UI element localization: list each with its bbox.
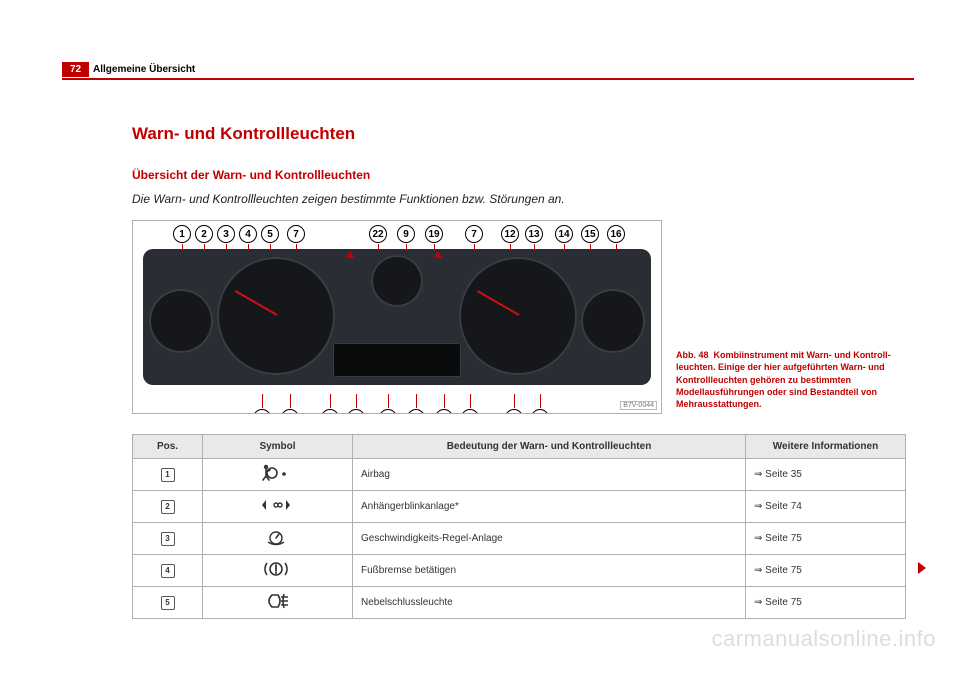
header-rule bbox=[62, 78, 914, 80]
pos-number: 2 bbox=[161, 500, 175, 514]
callout-circle: 8 bbox=[281, 409, 299, 414]
callout-circle: 24 bbox=[321, 409, 339, 414]
callout-circle: 17 bbox=[461, 409, 479, 414]
gauge-small-left bbox=[149, 289, 213, 353]
th-symbol: Symbol bbox=[203, 435, 353, 459]
needle bbox=[477, 290, 520, 316]
cluster-background bbox=[143, 249, 651, 385]
cell-info: ⇒ Seite 75 bbox=[746, 587, 906, 619]
cell-meaning: Airbag bbox=[353, 459, 746, 491]
warning-lights-table: Pos. Symbol Bedeutung der Warn- und Kont… bbox=[132, 434, 906, 619]
callout-circle: 14 bbox=[555, 225, 573, 243]
callout-circle: 10 bbox=[505, 409, 523, 414]
continue-indicator-icon bbox=[918, 562, 926, 574]
lcd-display bbox=[333, 343, 461, 377]
callout-circle: 20 bbox=[407, 409, 425, 414]
watermark: carmanualsonline.info bbox=[711, 626, 936, 652]
figure-code: B7V-0044 bbox=[620, 401, 657, 410]
intro-text: Die Warn- und Kontrollleuchten zeigen be… bbox=[132, 192, 906, 206]
trailer-icon bbox=[262, 496, 294, 514]
airbag-icon bbox=[262, 464, 294, 482]
figure-caption: Abb. 48 Kombiinstrument mit Warn- und Ko… bbox=[676, 349, 906, 414]
cell-symbol bbox=[203, 523, 353, 555]
callout-circle: 7 bbox=[287, 225, 305, 243]
gauge-temp bbox=[371, 255, 423, 307]
callout-circle: 4 bbox=[239, 225, 257, 243]
callout-circle: 6 bbox=[253, 409, 271, 414]
cell-symbol bbox=[203, 459, 353, 491]
gauge-tachometer bbox=[217, 257, 335, 375]
callout-circle: 1 bbox=[173, 225, 191, 243]
callout-circle: 18 bbox=[435, 409, 453, 414]
callout-circle: 22 bbox=[369, 225, 387, 243]
cell-pos: 2 bbox=[133, 491, 203, 523]
needle bbox=[235, 290, 278, 316]
figure-row: 1234572291971213141516 6824 bbox=[132, 220, 906, 414]
table-row: 5 Nebelschlussleuchte⇒ Seite 75 bbox=[133, 587, 906, 619]
cell-meaning: Fußbremse betätigen bbox=[353, 555, 746, 587]
cell-pos: 1 bbox=[133, 459, 203, 491]
page-subtitle: Übersicht der Warn- und Kontrollleuchten bbox=[132, 168, 906, 182]
cell-symbol bbox=[203, 587, 353, 619]
cell-symbol bbox=[203, 491, 353, 523]
callout-circle: 19 bbox=[425, 225, 443, 243]
cell-meaning: Geschwindigkeits-Regel-Anlage bbox=[353, 523, 746, 555]
cell-pos: 5 bbox=[133, 587, 203, 619]
pos-number: 5 bbox=[161, 596, 175, 610]
table-header-row: Pos. Symbol Bedeutung der Warn- und Kont… bbox=[133, 435, 906, 459]
page-number: 72 bbox=[62, 62, 89, 77]
callout-circle: 16 bbox=[607, 225, 625, 243]
callout-circle: 23 bbox=[347, 409, 365, 414]
cell-symbol bbox=[203, 555, 353, 587]
callout-circle: 15 bbox=[581, 225, 599, 243]
figure-instrument-cluster: 1234572291971213141516 6824 bbox=[132, 220, 662, 414]
callout-circle: 2 bbox=[195, 225, 213, 243]
page-title: Warn- und Kontrollleuchten bbox=[132, 124, 906, 144]
th-info: Weitere Informationen bbox=[746, 435, 906, 459]
callout-circle: 3 bbox=[217, 225, 235, 243]
cell-info: ⇒ Seite 75 bbox=[746, 555, 906, 587]
caption-label: Abb. 48 bbox=[676, 350, 709, 360]
cell-pos: 4 bbox=[133, 555, 203, 587]
gauge-small-right bbox=[581, 289, 645, 353]
cell-pos: 3 bbox=[133, 523, 203, 555]
page: 72 Allgemeine Übersicht Warn- und Kontro… bbox=[0, 0, 960, 678]
header-area: 72 Allgemeine Übersicht bbox=[0, 0, 960, 76]
brake-foot-icon bbox=[262, 560, 294, 578]
callout-circle: 21 bbox=[379, 409, 397, 414]
callout-circle: 12 bbox=[501, 225, 519, 243]
cell-meaning: Nebelschlussleuchte bbox=[353, 587, 746, 619]
callout-circle: 13 bbox=[525, 225, 543, 243]
section-title: Allgemeine Übersicht bbox=[93, 64, 195, 75]
cell-info: ⇒ Seite 74 bbox=[746, 491, 906, 523]
callout-circle: 9 bbox=[397, 225, 415, 243]
rear-fog-icon bbox=[262, 592, 294, 610]
pos-number: 3 bbox=[161, 532, 175, 546]
callout-circle: 7 bbox=[465, 225, 483, 243]
cell-info: ⇒ Seite 35 bbox=[746, 459, 906, 491]
callout-circle: 5 bbox=[261, 225, 279, 243]
pos-number: 4 bbox=[161, 564, 175, 578]
callout-circle: 11 bbox=[531, 409, 549, 414]
content-area: Warn- und Kontrollleuchten Übersicht der… bbox=[132, 124, 906, 619]
table-row: 4 Fußbremse betätigen⇒ Seite 75 bbox=[133, 555, 906, 587]
warning-triangle-icon bbox=[345, 251, 355, 258]
cell-meaning: Anhängerblinkanlage* bbox=[353, 491, 746, 523]
table-row: 1 Airbag⇒ Seite 35 bbox=[133, 459, 906, 491]
th-meaning: Bedeutung der Warn- und Kontrollleuchten bbox=[353, 435, 746, 459]
cruise-icon bbox=[262, 528, 294, 546]
caption-text: Kombiinstrument mit Warn- und Kontroll­l… bbox=[676, 350, 891, 409]
th-pos: Pos. bbox=[133, 435, 203, 459]
cell-info: ⇒ Seite 75 bbox=[746, 523, 906, 555]
warning-triangle-icon bbox=[433, 251, 443, 258]
pos-number: 1 bbox=[161, 468, 175, 482]
table-row: 3 Geschwindigkeits-Regel-Anlage⇒ Seite 75 bbox=[133, 523, 906, 555]
gauge-speedometer bbox=[459, 257, 577, 375]
table-row: 2 Anhängerblinkanlage*⇒ Seite 74 bbox=[133, 491, 906, 523]
